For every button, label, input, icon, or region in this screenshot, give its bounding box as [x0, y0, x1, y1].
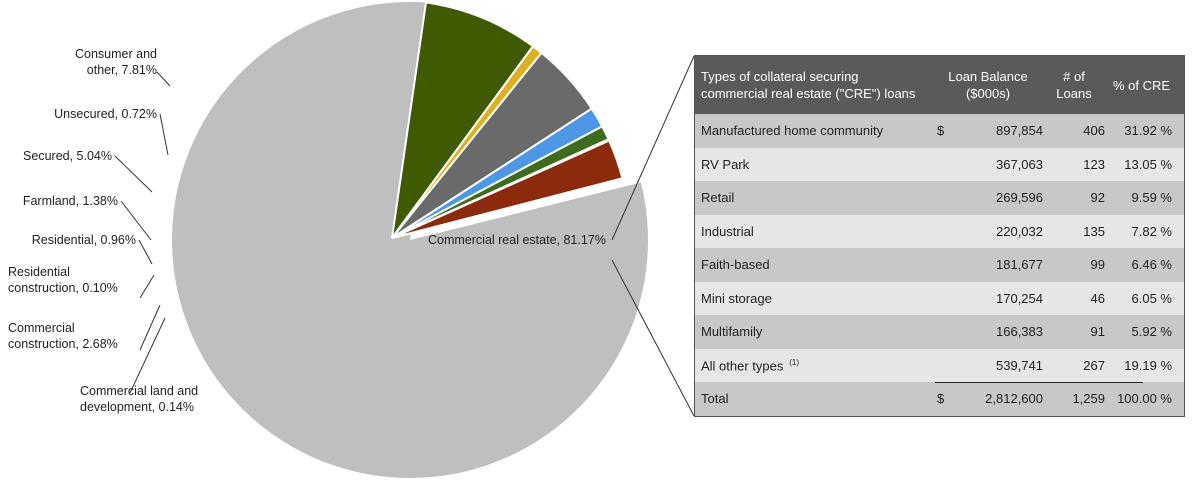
cell-balance: 539,741 — [996, 357, 1043, 373]
slice-label: Farmland, 1.38% — [23, 194, 118, 208]
cell-type: Manufactured home community — [701, 123, 884, 139]
table-row: Retail 269,596 92 9.59 % — [695, 181, 1184, 215]
leader-line — [156, 71, 171, 87]
pie-chart: Commercial real estate, 81.17% Consumer a… — [8, 1, 694, 478]
leader-line — [114, 155, 153, 193]
cell-type: RV Park — [701, 156, 750, 172]
slice-label: Commercial construction, 2.68% — [8, 321, 118, 351]
leader-line — [138, 239, 153, 265]
pie-slice — [172, 1, 648, 478]
leader-line — [139, 274, 155, 299]
cell-loans: 135 — [1083, 223, 1105, 239]
cell-dollar-sign: $ — [937, 123, 945, 139]
cell-pct: 7.82 % — [1131, 223, 1172, 239]
table-header: Types of collateral securing commercial … — [695, 56, 1184, 114]
leader-line — [139, 304, 161, 351]
cell-type: Mini storage — [701, 290, 772, 306]
cell-balance: 367,063 — [996, 156, 1043, 172]
cell-balance: 897,854 — [996, 123, 1043, 139]
cell-balance: 181,677 — [996, 257, 1043, 273]
cell-type: Multifamily — [701, 324, 763, 340]
table-connector-line — [611, 259, 694, 417]
cre-loans-table: Types of collateral securing commercial … — [694, 55, 1185, 417]
cell-pct: 31.92 % — [1124, 123, 1172, 139]
cell-dollar-sign: $ — [937, 391, 945, 407]
cell-loans: 92 — [1090, 190, 1105, 206]
header-balance-line1: Loan Balance — [948, 69, 1028, 84]
cell-loans: 99 — [1090, 257, 1105, 273]
cell-pct: 6.05 % — [1131, 290, 1172, 306]
cell-type: All other types (1) — [701, 357, 799, 373]
table-row: Multifamily 166,383 91 5.92 % — [695, 315, 1184, 349]
cell-type: Faith-based — [701, 257, 770, 273]
table-row: RV Park 367,063 123 13.05 % — [695, 147, 1184, 181]
table-row: Faith-based 181,677 99 6.46 % — [695, 248, 1184, 282]
table-row: Mini storage 170,254 46 6.05 % — [695, 281, 1184, 315]
header-balance: Loan Balance ($000s) — [933, 68, 1043, 102]
cell-loans: 46 — [1090, 290, 1105, 306]
pie-slice — [391, 1, 535, 239]
leader-line — [129, 317, 166, 394]
slice-label: Secured, 5.04% — [23, 149, 112, 163]
total-row: Total $2,812,600 1,259 100.00 % — [695, 382, 1184, 416]
leader-line — [120, 200, 152, 241]
header-loans-line2: Loans — [1056, 86, 1092, 101]
slice-label: Unsecured, 0.72% — [54, 107, 157, 121]
table-row: Industrial 220,032 135 7.82 % — [695, 214, 1184, 248]
cell-loans: 123 — [1083, 156, 1105, 172]
header-type-line2: commercial real estate ("CRE") loans — [701, 86, 916, 101]
table-body: Manufactured home community $897,854 406 31… — [695, 114, 1184, 416]
header-loans-line1: # of — [1063, 69, 1085, 84]
leader-line — [159, 113, 169, 156]
header-type: Types of collateral securing commercial … — [695, 68, 933, 102]
cell-type: Total — [701, 391, 729, 407]
table-connector-line — [611, 55, 694, 241]
footnote-marker: (1) — [787, 357, 799, 367]
cell-balance: 2,812,600 — [985, 391, 1043, 407]
pie-slice — [391, 177, 625, 239]
cell-balance: 220,032 — [996, 223, 1043, 239]
cell-balance: 170,254 — [996, 290, 1043, 306]
cell-balance: 166,383 — [996, 324, 1043, 340]
cell-loans: 267 — [1083, 357, 1105, 373]
cell-pct: 5.92 % — [1131, 324, 1172, 340]
header-loans: # of Loans — [1043, 68, 1105, 102]
slice-label: Commercial real estate, 81.17% — [428, 233, 606, 247]
cell-pct: 100.00 % — [1117, 391, 1172, 407]
header-pct: % of CRE — [1112, 77, 1171, 93]
header-balance-line2: ($000s) — [965, 86, 1011, 101]
cell-type: Industrial — [701, 223, 754, 239]
cell-pct: 13.05 % — [1124, 156, 1172, 172]
cell-pct: 9.59 % — [1131, 190, 1172, 206]
slice-label: Residential, 0.96% — [32, 233, 136, 247]
cell-loans: 406 — [1083, 123, 1105, 139]
cell-balance: 269,596 — [996, 190, 1043, 206]
cell-pct: 6.46 % — [1131, 257, 1172, 273]
slice-label: Consumer and other, 7.81% — [75, 47, 157, 77]
cell-loans: 91 — [1090, 324, 1105, 340]
header-type-line1: Types of collateral securing — [701, 69, 859, 84]
slice-label: Residential construction, 0.10% — [8, 265, 118, 295]
cell-type: Retail — [701, 190, 735, 206]
table-row: All other types (1) 539,741 267 19.19 % — [695, 348, 1184, 382]
total-rule — [935, 382, 1143, 383]
slice-label: Commercial land and development, 0.14% — [80, 384, 198, 414]
cell-loans: 1,259 — [1072, 391, 1105, 407]
cell-pct: 19.19 % — [1124, 357, 1172, 373]
table-row: Manufactured home community $897,854 406 31… — [695, 114, 1184, 148]
